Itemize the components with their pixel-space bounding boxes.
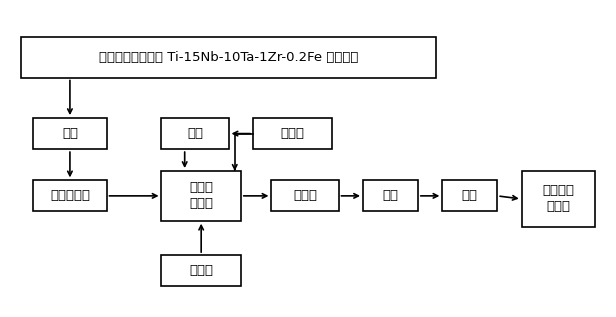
FancyBboxPatch shape xyxy=(442,180,497,211)
Text: 多孔钓合
金构件: 多孔钓合 金构件 xyxy=(542,184,574,213)
FancyBboxPatch shape xyxy=(272,180,339,211)
FancyBboxPatch shape xyxy=(161,255,241,286)
Text: 排胶: 排胶 xyxy=(383,189,399,202)
Text: 球磨: 球磨 xyxy=(62,127,78,140)
FancyBboxPatch shape xyxy=(33,180,107,211)
Text: 光固化: 光固化 xyxy=(293,189,317,202)
Text: 光敏胶: 光敏胶 xyxy=(189,264,213,277)
Text: 烧结: 烧结 xyxy=(462,189,478,202)
Text: 微滴喷
射成型: 微滴喷 射成型 xyxy=(189,181,213,210)
FancyBboxPatch shape xyxy=(161,171,241,221)
Text: 旋转电极雾化制备 Ti-15Nb-10Ta-1Zr-0.2Fe 钓合金粉: 旋转电极雾化制备 Ti-15Nb-10Ta-1Zr-0.2Fe 钓合金粉 xyxy=(99,51,359,64)
Text: 计算机: 计算机 xyxy=(281,127,305,140)
Text: 钓合金粉末: 钓合金粉末 xyxy=(50,189,90,202)
FancyBboxPatch shape xyxy=(161,118,229,149)
FancyBboxPatch shape xyxy=(363,180,418,211)
FancyBboxPatch shape xyxy=(522,171,595,227)
FancyBboxPatch shape xyxy=(33,118,107,149)
Text: 程序: 程序 xyxy=(187,127,203,140)
FancyBboxPatch shape xyxy=(253,118,333,149)
FancyBboxPatch shape xyxy=(21,37,436,78)
